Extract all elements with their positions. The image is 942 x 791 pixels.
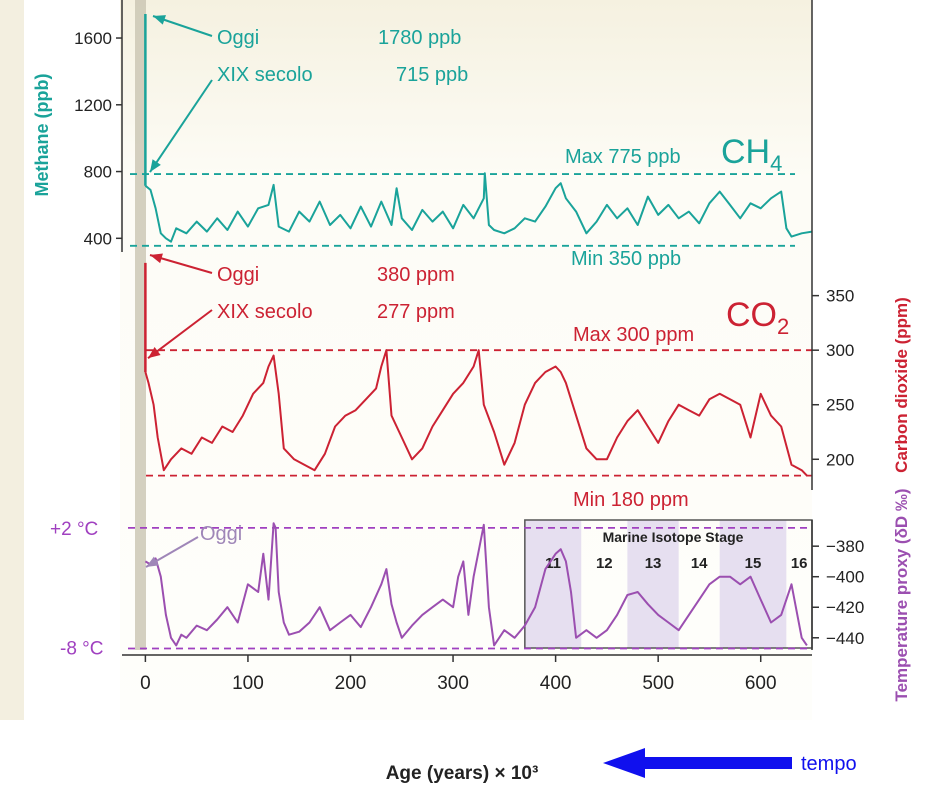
ch4-y-axis-label: Methane (ppb) bbox=[32, 74, 52, 197]
isotope-stage-label: 12 bbox=[596, 555, 613, 572]
ch4-y-tick-label: 400 bbox=[84, 229, 112, 248]
ch4-oggi-value: 1780 ppb bbox=[378, 27, 461, 49]
ch4-y-tick-label: 1600 bbox=[74, 29, 112, 48]
temp-y-axis-label: Temperature proxy (δD ‰) bbox=[892, 488, 911, 701]
ch4-oggi-label: Oggi bbox=[217, 27, 259, 49]
ch4-series-line bbox=[144, 172, 813, 243]
ch4-max-label: Max 775 ppb bbox=[565, 146, 681, 168]
ch4-xix-label: XIX secolo bbox=[217, 64, 313, 86]
ch4-formula: CH4 bbox=[721, 133, 782, 176]
time-arrow bbox=[603, 748, 792, 778]
x-tick-label: 400 bbox=[540, 673, 572, 694]
co2-xix-value: 277 ppm bbox=[377, 301, 455, 323]
data-series bbox=[144, 14, 813, 647]
co2-oggi-label: Oggi bbox=[217, 264, 259, 286]
co2-max-label: Max 300 ppm bbox=[573, 324, 694, 346]
co2-oggi-value: 380 ppm bbox=[377, 264, 455, 286]
isotope-stage-label: 15 bbox=[745, 555, 762, 572]
temp-y-tick-label: −380 bbox=[826, 537, 864, 556]
temp-oggi-label: Oggi bbox=[200, 523, 242, 545]
ch4-min-label: Min 350 ppb bbox=[571, 248, 681, 270]
co2-xix-label: XIX secolo bbox=[217, 301, 313, 323]
co2-y-axis-label: Carbon dioxide (ppm) bbox=[892, 297, 911, 473]
co2-series-line bbox=[144, 349, 808, 477]
annotations: +2 °C -8 °C Oggi 1780 ppb XIX secolo 715 ppb M… bbox=[50, 15, 789, 659]
left-margin-band bbox=[0, 0, 24, 720]
present-day-band bbox=[135, 0, 146, 650]
reference-lines bbox=[128, 173, 812, 650]
co2-y-tick-label: 200 bbox=[826, 450, 854, 469]
ch4-y-tick-label: 800 bbox=[84, 163, 112, 182]
isotope-stage-label: 14 bbox=[691, 555, 708, 572]
ch4-xix-arrow-head bbox=[150, 159, 161, 173]
axes: 0 100 200 300 400 500 600 400 800 1200 1600 Methane… bbox=[32, 0, 911, 702]
co2-xix-arrow bbox=[147, 309, 213, 359]
temp-y-tick-label: −400 bbox=[826, 568, 864, 587]
temp-series-line bbox=[144, 522, 808, 647]
ch4-oggi-arrow-head bbox=[153, 15, 166, 25]
x-tick-label: 600 bbox=[745, 673, 777, 694]
temp-y-tick-label: −440 bbox=[826, 629, 864, 648]
co2-y-tick-label: 300 bbox=[826, 341, 854, 360]
isotope-stage-band bbox=[524, 520, 582, 648]
ch4-xix-arrow bbox=[149, 79, 213, 173]
time-arrow-label: tempo bbox=[801, 753, 857, 775]
temp-bottom-label: -8 °C bbox=[60, 638, 104, 659]
isotope-stage-label: 11 bbox=[545, 555, 561, 572]
ch4-y-tick-label: 1200 bbox=[74, 96, 112, 115]
x-axis-label: Age (years) × 10³ bbox=[386, 763, 539, 784]
isotope-stage-label: 13 bbox=[645, 555, 662, 572]
ch4-xix-value: 715 ppb bbox=[396, 64, 468, 86]
co2-oggi-arrow-head bbox=[150, 253, 163, 264]
marine-isotope-stage-box: 11 12 13 14 15 16 Marine Isotope Stage bbox=[524, 519, 813, 649]
isotope-stage-label: 16 bbox=[791, 555, 808, 572]
co2-y-tick-label: 250 bbox=[826, 396, 854, 415]
co2-formula: CO2 bbox=[726, 296, 789, 339]
x-tick-label: 200 bbox=[335, 673, 367, 694]
x-tick-label: 100 bbox=[232, 673, 264, 694]
x-tick-label: 300 bbox=[437, 673, 469, 694]
isotope-box-title: Marine Isotope Stage bbox=[603, 529, 744, 545]
temp-oggi-arrow-head bbox=[146, 556, 159, 567]
co2-xix-arrow-head bbox=[148, 346, 161, 359]
isotope-stage-band bbox=[627, 520, 679, 648]
temp-top-label: +2 °C bbox=[50, 519, 98, 540]
co2-min-label: Min 180 ppm bbox=[573, 489, 689, 511]
x-tick-label: 0 bbox=[140, 673, 151, 694]
x-tick-label: 500 bbox=[642, 673, 674, 694]
co2-y-tick-label: 350 bbox=[826, 287, 854, 306]
temp-y-tick-label: −420 bbox=[826, 598, 864, 617]
